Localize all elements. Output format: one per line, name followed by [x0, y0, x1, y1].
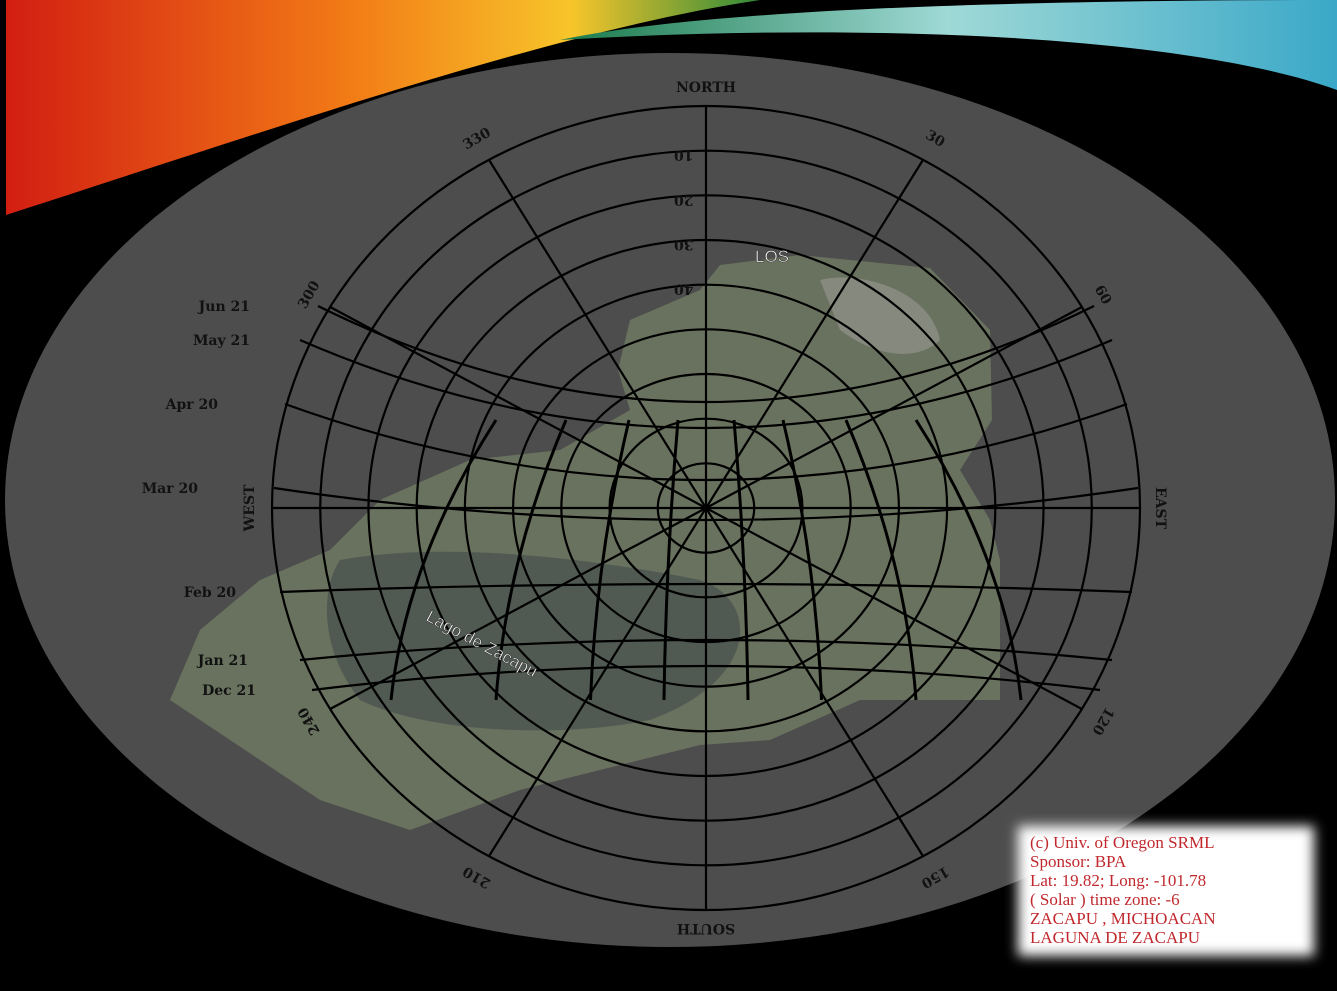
- sun-path: [279, 582, 1133, 594]
- map-label: LOS: [755, 247, 789, 266]
- date-label: Dec 21: [202, 683, 256, 699]
- hour-line: [662, 419, 680, 701]
- date-label: Apr 20: [165, 397, 219, 413]
- azimuth-line: [705, 507, 924, 857]
- credit-line: Lat: 19.82; Long: -101.78: [1030, 871, 1206, 890]
- compass-label: SOUTH: [677, 920, 735, 936]
- swoosh: [560, 0, 1337, 90]
- credit-line: Sponsor: BPA: [1030, 852, 1127, 871]
- hour-line: [844, 419, 918, 701]
- altitude-label: 30: [674, 236, 694, 252]
- hour-line: [914, 419, 1023, 701]
- field: [820, 277, 940, 354]
- credit-line: (c) Univ. of Oregon SRML: [1030, 833, 1214, 852]
- date-label: Feb 20: [184, 585, 236, 601]
- credit-line: ( Solar ) time zone: -6: [1030, 890, 1180, 909]
- azimuth-line: [488, 507, 707, 857]
- altitude-label: 20: [674, 191, 694, 207]
- azimuth-line: [705, 159, 924, 509]
- date-label: Mar 20: [142, 481, 199, 497]
- sun-path: [273, 486, 1139, 522]
- compass-label: EAST: [1152, 487, 1168, 530]
- hour-line: [732, 419, 750, 701]
- compass-label: NORTH: [676, 80, 736, 96]
- sun-path: [299, 338, 1113, 430]
- swoosh: [6, 0, 760, 215]
- hour-line: [781, 419, 823, 701]
- sun-path: [311, 664, 1101, 692]
- sun-path: [299, 638, 1113, 662]
- altitude-label: 40: [674, 281, 694, 297]
- azimuth-line: [488, 159, 707, 509]
- sun-path: [317, 305, 1095, 403]
- altitude-label: 10: [674, 147, 694, 163]
- sun-path-grid: [270, 104, 1142, 912]
- sun-path: [284, 402, 1128, 482]
- hour-line: [589, 419, 631, 701]
- lake: [326, 551, 741, 731]
- compass-label: WEST: [242, 484, 258, 533]
- date-label: May 21: [193, 333, 250, 349]
- hour-line: [494, 419, 568, 701]
- hour-line: [389, 419, 498, 701]
- date-label: Jan 21: [196, 653, 248, 669]
- credit-box: [1018, 826, 1314, 956]
- credit-line: ZACAPU , MICHOACAN: [1030, 909, 1216, 928]
- credit-line: LAGUNA DE ZACAPU: [1030, 928, 1200, 947]
- date-label: Jun 21: [197, 299, 250, 315]
